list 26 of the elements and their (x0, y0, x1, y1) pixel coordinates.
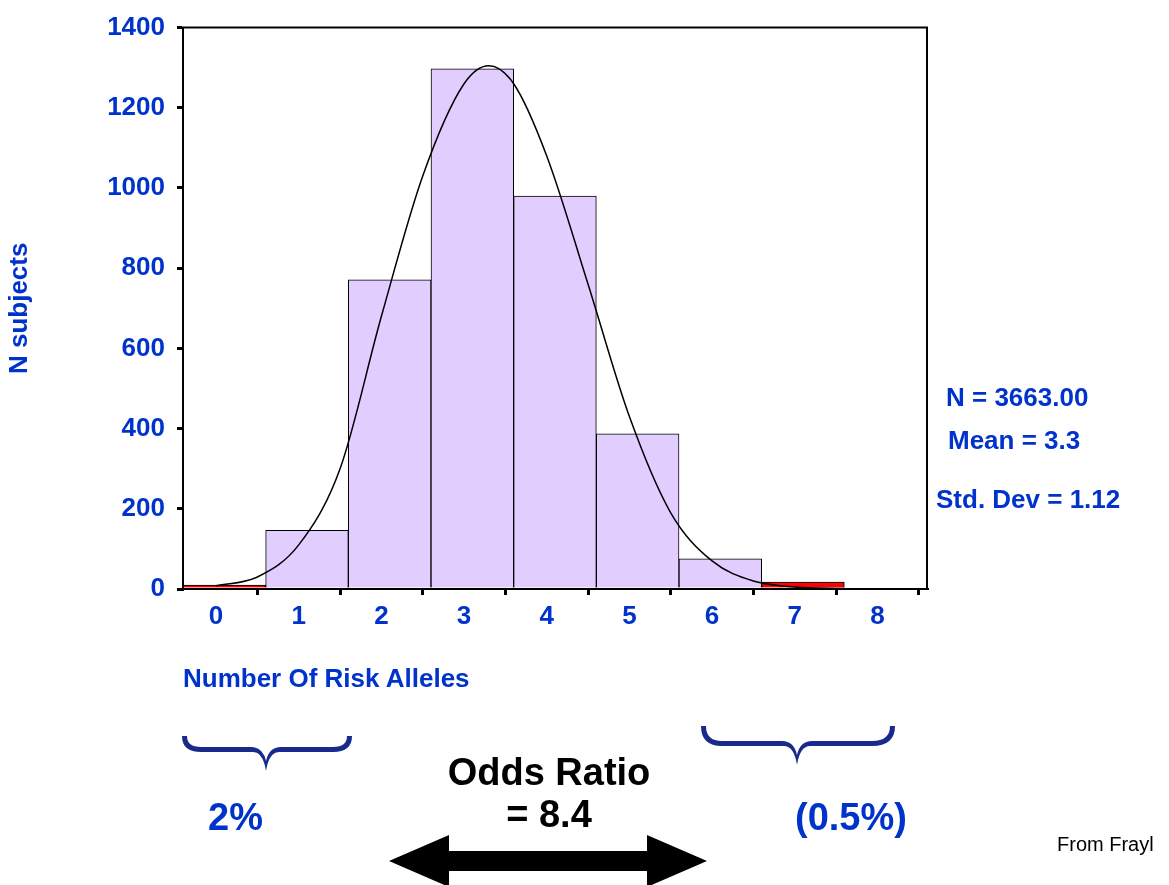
x-tick-label: 5 (622, 599, 637, 630)
x-tick-label: 4 (539, 599, 555, 630)
x-tick-label: 7 (787, 599, 802, 630)
x-tick-label: 0 (208, 599, 224, 630)
x-tick-label: 6 (704, 599, 720, 630)
y-tick-label: 600 (121, 331, 165, 362)
y-tick-label: 400 (121, 411, 165, 442)
text: From Frayl (1057, 833, 1154, 856)
y-tick-label: 1000 (107, 171, 165, 202)
y-tick-label: 0 (150, 572, 165, 603)
y-axis-title: N subjects (2, 242, 33, 375)
x-tick-label: 8 (870, 599, 885, 630)
y-tick-label: 1400 (107, 10, 165, 41)
x-tick-label: 2 (374, 599, 389, 630)
text: N = 3663.00 (946, 382, 1089, 413)
y-tick-label: 200 (121, 491, 165, 522)
text: Odds Ratio = 8.4 (446, 751, 652, 836)
text: 2% (208, 796, 263, 839)
x-tick-label: 3 (456, 599, 472, 630)
y-tick-label: 1200 (107, 90, 165, 121)
x-tick-label: 1 (291, 599, 306, 630)
text: (0.5%) (795, 796, 907, 839)
text: Std. Dev = 1.12 (936, 484, 1121, 515)
y-tick-label: 800 (121, 251, 165, 282)
text: Mean = 3.3 (948, 425, 1081, 456)
x-axis-title: Number Of Risk Alleles (183, 662, 470, 693)
